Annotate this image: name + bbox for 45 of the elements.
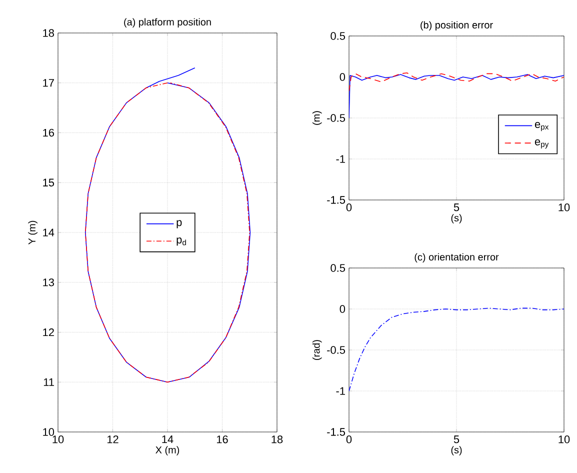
x-tick-label: 16 bbox=[216, 436, 228, 444]
y-tick-label: 16 bbox=[43, 128, 54, 137]
x-tick-label: 5 bbox=[454, 204, 460, 212]
y-tick-label: 12 bbox=[43, 328, 54, 336]
chart-title: (b) position error bbox=[420, 21, 493, 30]
y-tick-label: 13 bbox=[43, 278, 54, 286]
chart-title: (c) orientation error bbox=[414, 253, 499, 262]
x-tick-label: 0 bbox=[346, 436, 352, 444]
y-tick-label: 0 bbox=[340, 305, 346, 313]
line-series bbox=[349, 74, 564, 118]
y-tick-label: 0.5 bbox=[330, 32, 346, 40]
y-tick-label: -1 bbox=[336, 387, 345, 395]
x-tick-label: 5 bbox=[454, 436, 460, 444]
y-axis-title: (rad) bbox=[312, 340, 322, 360]
x-tick-label: 18 bbox=[272, 436, 283, 444]
legend-label: p$_{d}$ bbox=[176, 237, 186, 246]
line-series bbox=[349, 72, 564, 92]
y-tick-label: -1.5 bbox=[327, 196, 346, 204]
x-axis-title: (s) bbox=[451, 446, 462, 456]
y-tick-label: 0.5 bbox=[330, 264, 346, 272]
y-tick-label: -1.5 bbox=[327, 428, 346, 436]
x-tick-label: 10 bbox=[558, 204, 570, 212]
y-tick-label: 11 bbox=[44, 378, 54, 386]
y-tick-label: -0.5 bbox=[327, 114, 346, 122]
y-tick-label: 17 bbox=[43, 79, 54, 87]
y-axis-title: Y (m) bbox=[28, 220, 38, 244]
y-tick-label: 18 bbox=[43, 29, 54, 37]
chart-title: (a) platform position bbox=[124, 18, 211, 28]
y-axis-title: (m) bbox=[312, 111, 322, 125]
y-tick-label: 10 bbox=[43, 428, 54, 436]
x-tick-label: 0 bbox=[346, 204, 352, 212]
legend-label: e$_{py}$ bbox=[534, 139, 549, 148]
legend-label: p bbox=[176, 220, 182, 228]
y-tick-label: 15 bbox=[43, 178, 54, 186]
y-tick-label: 14 bbox=[43, 228, 54, 236]
legend-label: e$_{px}$ bbox=[534, 122, 549, 132]
y-tick-label: 0 bbox=[340, 73, 346, 81]
x-tick-label: 10 bbox=[52, 436, 64, 444]
x-tick-label: 14 bbox=[162, 436, 174, 444]
x-tick-label: 10 bbox=[558, 436, 570, 444]
x-tick-label: 12 bbox=[107, 436, 118, 444]
x-axis-title: (s) bbox=[451, 214, 462, 224]
y-tick-label: -1 bbox=[336, 155, 345, 163]
x-axis-title: X (m) bbox=[156, 446, 180, 456]
y-tick-label: -0.5 bbox=[327, 346, 346, 354]
